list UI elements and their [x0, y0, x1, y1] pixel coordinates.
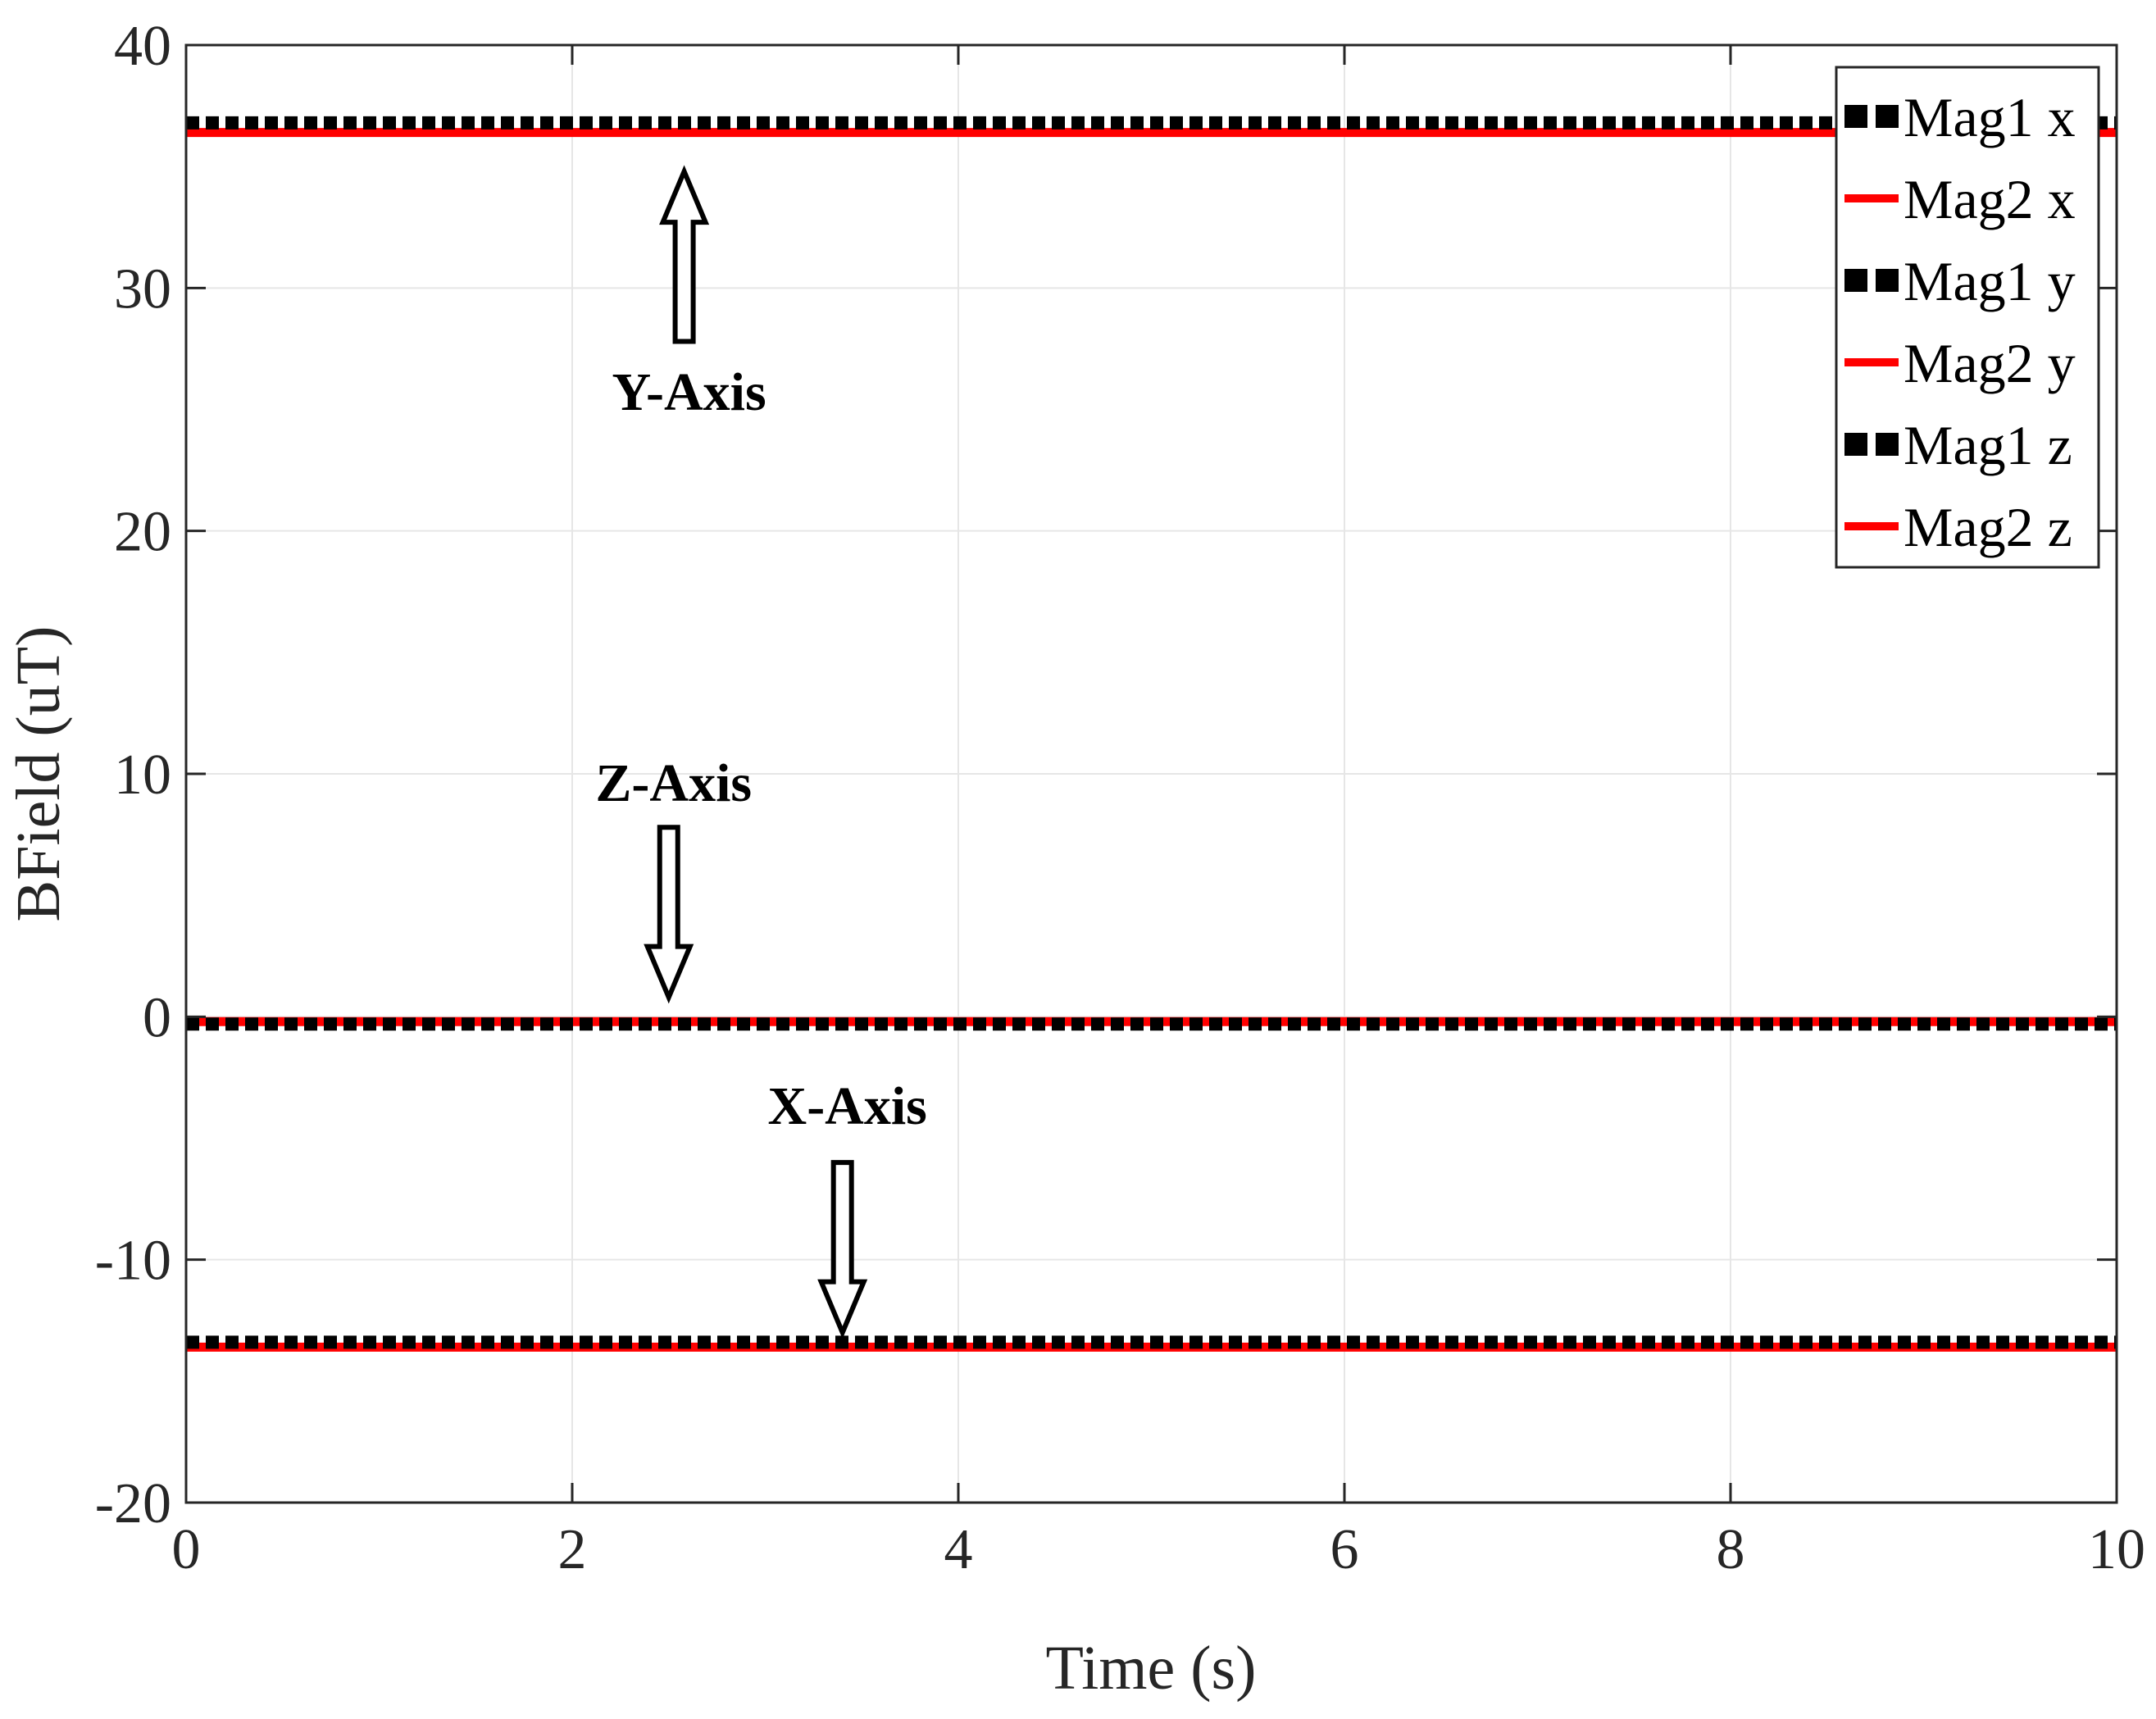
x-tick-label: 6 [1330, 1518, 1359, 1581]
y-tick-label: 40 [114, 15, 171, 78]
legend: Mag1 x Mag2 x Mag1 y Mag2 y Mag1 z Mag2 z [1835, 66, 2100, 569]
x-tick-label: 8 [1717, 1518, 1745, 1581]
legend-label-mag1-y: Mag1 y [1904, 250, 2076, 312]
y-tick-label: 10 [114, 744, 171, 807]
legend-swatch-mag1-y-b [1876, 269, 1899, 292]
tick-layer: 0 2 4 6 8 10 -20 -10 0 10 20 30 40 [95, 15, 2145, 1581]
grid [186, 45, 2117, 1503]
x-tick-label: 0 [172, 1518, 201, 1581]
legend-swatch-mag1-x-a [1844, 105, 1867, 128]
annotations-layer: Y-Axis Z-Axis X-Axis [595, 165, 927, 1339]
legend-label-mag1-x: Mag1 x [1904, 86, 2076, 148]
y-tick-label: -20 [95, 1472, 171, 1535]
legend-swatch-mag1-z-a [1844, 433, 1867, 456]
arrow-x-axis [817, 1160, 868, 1339]
arrow-y-axis [659, 165, 710, 344]
annotation-label-x-axis: X-Axis [768, 1076, 927, 1136]
arrow-z-axis [644, 825, 694, 1004]
y-tick-label: 30 [114, 257, 171, 321]
legend-swatch-mag1-z-b [1876, 433, 1899, 456]
legend-label-mag2-z: Mag2 z [1904, 496, 2072, 558]
y-tick-label: 20 [114, 501, 171, 564]
legend-swatch-mag1-x-b [1876, 105, 1899, 128]
x-tick-label: 10 [2088, 1518, 2145, 1581]
y-axis-title: BField (uT) [4, 626, 73, 922]
y-tick-label: -10 [95, 1230, 171, 1293]
legend-label-mag1-z: Mag1 z [1904, 414, 2072, 476]
legend-label-mag2-y: Mag2 y [1904, 332, 2076, 394]
y-tick-label: 0 [143, 986, 171, 1049]
legend-swatch-mag1-y-a [1844, 269, 1867, 292]
annotation-label-y-axis: Y-Axis [612, 362, 766, 422]
x-axis-title: Time (s) [1046, 1634, 1257, 1703]
x-tick-label: 2 [558, 1518, 587, 1581]
series-layer [186, 116, 2117, 1352]
legend-label-mag2-x: Mag2 x [1904, 168, 2076, 230]
x-tick-label: 4 [944, 1518, 973, 1581]
legend-box [1835, 66, 2100, 569]
annotation-label-z-axis: Z-Axis [595, 753, 752, 813]
